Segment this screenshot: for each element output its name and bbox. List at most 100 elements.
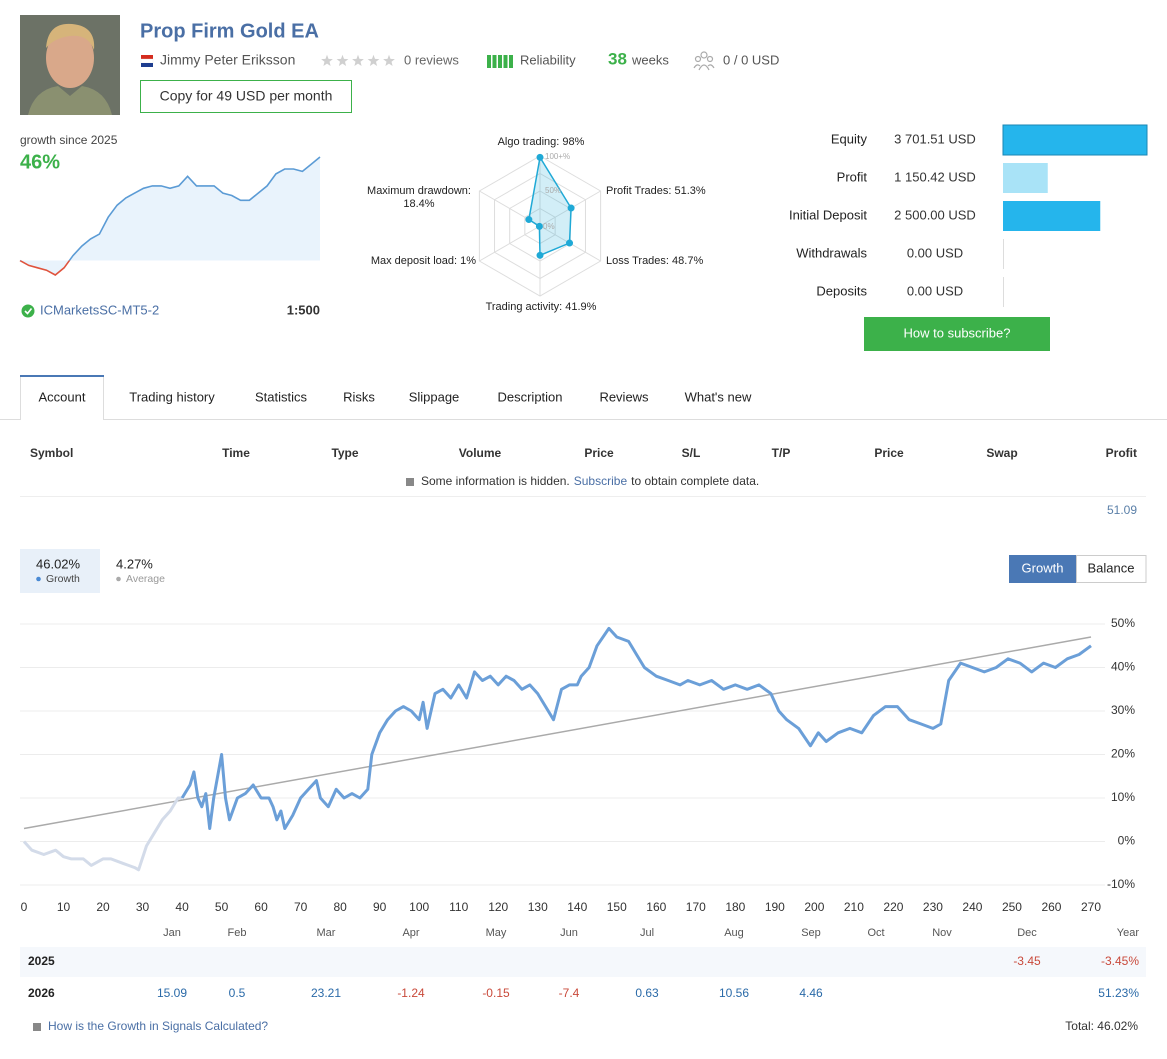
radar-label: Algo trading: 98%: [498, 136, 585, 148]
balance-label: Equity: [831, 131, 868, 146]
tab[interactable]: Risks: [343, 389, 375, 404]
x-tick-label: 160: [646, 900, 666, 914]
month-value: 4.46: [799, 986, 823, 1000]
balance-label: Profit: [837, 169, 868, 184]
notice-link[interactable]: Subscribe: [574, 474, 628, 488]
server[interactable]: ICMarketsSC-MT5-2: [40, 302, 159, 317]
radar-chart: 100+% 50% 0% Algo trading: 98% Profit Trades…: [367, 136, 706, 313]
reviews[interactable]: 0 reviews: [404, 52, 459, 67]
radar-ring-label: 50%: [545, 186, 561, 195]
balance-value: 3 701.51 USD: [894, 131, 976, 146]
avatar[interactable]: [20, 15, 120, 115]
x-tick-label: 10: [57, 900, 71, 914]
growth-chart: 46.02% Growth 4.27% Average Growth Balance -10…: [20, 549, 1147, 914]
balance-bar: [1002, 124, 1148, 156]
toggle-balance[interactable]: [1076, 555, 1147, 583]
x-tick-label: 250: [1002, 900, 1022, 914]
trades-table: Symbol Time Type Volume Price S/L T/P Price Swap…: [30, 446, 1137, 460]
subscribers-icon: [693, 51, 715, 71]
month-header: May: [486, 927, 507, 939]
tab[interactable]: Reviews: [599, 389, 649, 404]
x-tick-label: 150: [607, 900, 627, 914]
month-header: Sep: [801, 927, 821, 939]
x-tick-label: 0: [21, 900, 28, 914]
month-header: Aug: [724, 927, 744, 939]
toggle-label[interactable]: Balance: [1088, 560, 1135, 575]
year-total: -3.45%: [1101, 954, 1139, 968]
footer-total: Total: 46.02%: [1065, 1019, 1138, 1033]
verified-icon: [21, 304, 35, 318]
star: [367, 54, 380, 66]
flag: [140, 55, 154, 67]
notice-text: to obtain complete data.: [631, 474, 759, 488]
stat-label: Average: [126, 573, 165, 585]
toggle-label[interactable]: Growth: [1022, 560, 1064, 575]
y-tick-label: -10%: [1107, 877, 1135, 891]
year: 2025: [28, 954, 55, 968]
x-tick-label: 130: [528, 900, 548, 914]
month-value: 23.21: [311, 986, 341, 1000]
tab[interactable]: Description: [497, 389, 562, 404]
tab[interactable]: Trading history: [129, 389, 215, 404]
star: [352, 54, 364, 66]
stat-label: Growth: [46, 573, 80, 585]
row-bg: [20, 947, 1146, 977]
copy-button[interactable]: [140, 80, 352, 113]
star: [321, 54, 333, 66]
x-tick-label: 90: [373, 900, 387, 914]
radar-label: Loss Trades: 48.7%: [606, 255, 703, 267]
month-header: Feb: [228, 927, 247, 939]
month-value: 10.56: [719, 986, 749, 1000]
balance-value: 1 150.42 USD: [894, 169, 976, 184]
tabs: Account Trading history Statistics Risks Sli…: [0, 375, 1167, 420]
tab[interactable]: What's new: [685, 389, 752, 404]
radar-ring-label: 100+%: [545, 152, 570, 161]
tab[interactable]: Account: [39, 389, 86, 404]
month-header: Dec: [1017, 927, 1037, 939]
column-header: Time: [222, 446, 250, 460]
balance-bar: [1003, 163, 1048, 193]
reliability: Reliability: [520, 52, 576, 67]
x-tick-label: 20: [96, 900, 110, 914]
x-tick-label: 200: [804, 900, 824, 914]
column-header: Swap: [986, 446, 1017, 460]
radar-point: [566, 239, 574, 247]
author[interactable]: Jimmy Peter Eriksson: [160, 52, 295, 68]
column-header: S/L: [682, 446, 701, 460]
growth-line: [180, 626, 1092, 830]
radar-label: Trading activity: 41.9%: [486, 301, 597, 313]
x-tick-label: 230: [923, 900, 943, 914]
copy-button-label[interactable]: Copy for 49 USD per month: [160, 88, 333, 104]
x-tick-label: 110: [449, 900, 468, 914]
x-tick-label: 260: [1041, 900, 1061, 914]
title: Prop Firm Gold EA: [140, 20, 319, 42]
monthly-table: Jan Feb Mar Apr May Jun Jul Aug Sep Oct Nov Dec Year…: [20, 927, 1146, 1009]
balance-bar: [1003, 201, 1101, 231]
radar-spoke: [479, 225, 541, 262]
y-tick-label: 30%: [1111, 703, 1135, 717]
subscribe-button[interactable]: [864, 317, 1050, 351]
stat-box: [20, 549, 100, 593]
month-header: Jun: [560, 927, 578, 939]
column-header: Profit: [1106, 446, 1137, 460]
month-header: Jul: [640, 927, 654, 939]
footer-link[interactable]: How is the Growth in Signals Calculated?: [48, 1019, 268, 1033]
tab[interactable]: Statistics: [255, 389, 308, 404]
toggle-growth[interactable]: [1009, 555, 1076, 583]
month-header: Mar: [317, 927, 336, 939]
stat-dot: [36, 576, 41, 582]
info-icon: [406, 478, 414, 486]
subscribe-button-label[interactable]: How to subscribe?: [904, 325, 1011, 340]
verified-check: [24, 308, 33, 315]
month-header: Apr: [402, 927, 419, 939]
radar-label: Maximum drawdown:: [367, 185, 471, 197]
star: [383, 54, 395, 66]
rating-stars: [321, 54, 395, 66]
year-header: Year: [1117, 927, 1140, 939]
y-tick-label: 0%: [1118, 834, 1136, 848]
tab[interactable]: Slippage: [409, 389, 460, 404]
month-header: Oct: [867, 927, 884, 939]
month-value: 15.09: [157, 986, 187, 1000]
stat-value: 4.27%: [116, 556, 153, 571]
